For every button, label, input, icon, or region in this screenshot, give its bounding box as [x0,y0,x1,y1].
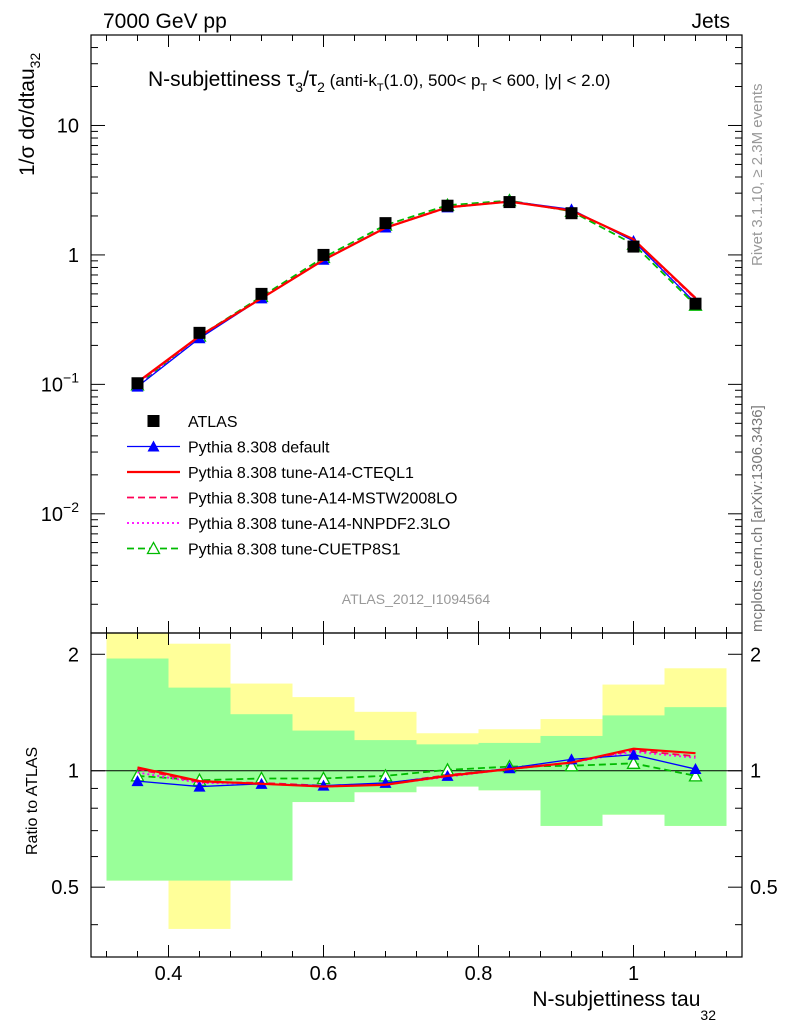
point-data [255,287,268,300]
y-tick-label-exponent: −2 [63,499,79,515]
legend-marker-data [147,415,160,427]
y-tick-label-main: 10 [57,115,79,137]
point-data [689,297,702,310]
y-axis-label-main: 1/σ dσ/dtau32 [16,53,43,176]
legend-label-default: Pythia 8.308 default [188,440,330,457]
title-sub-t2: T [481,82,488,94]
legend-label-data: ATLAS [188,414,238,431]
analysis-id-watermark: ATLAS_2012_I1094564 [342,591,491,607]
x-axis-label: N-subjettiness tau32 [532,988,716,1023]
y-tick-label-ratio: 1 [68,761,79,783]
ratio-point-cuetp8s1 [688,768,703,782]
legend-label-cuetp8s1: Pythia 8.308 tune-CUETP8S1 [188,542,401,559]
x-axis-label-text: N-subjettiness tau [532,988,700,1011]
main-series-layer [130,193,703,392]
title-prefix: N-subjettiness τ [148,68,296,91]
y-tick-label-base: 10 [41,374,63,396]
x-tick-label: 0.6 [310,963,338,985]
y-tick-label-main: 10−1 [41,369,79,396]
point-data [627,240,640,253]
y-axis-label-main-sub: 32 [27,53,43,69]
y-tick-label-ratio-right: 2 [750,644,761,666]
point-data [565,207,578,220]
point-data [193,326,206,339]
legend-label-mstw: Pythia 8.308 tune-A14-MSTW2008LO [188,491,457,508]
ratio-line-cuetp8s1 [137,762,696,782]
rivet-version-label: Rivet 3.1.10, ≥ 2.3M events [749,84,766,267]
uncertainty-band-inner [540,735,603,826]
ratio-point-default [131,775,144,787]
ratio-point-default [193,780,206,792]
title-sub-t: T [377,82,384,94]
series-line-cteql1 [136,200,697,384]
legend-marker-cuetp8s1 [146,541,161,555]
x-tick-label: 0.8 [465,963,493,985]
y-tick-label-main: 10−2 [41,499,79,526]
legend-label-cteql1: Pythia 8.308 tune-A14-CTEQL1 [188,465,414,482]
title-cond-a: (anti-k [325,71,377,90]
x-tick-label: 1 [628,963,639,985]
uncertainty-band-inner [230,714,293,881]
y-tick-label-base: 10 [57,115,79,137]
y-tick-label-ratio: 2 [68,644,79,666]
y-tick-label-ratio-right: 1 [750,761,761,783]
ratio-point-default [317,779,330,791]
ratio-point-cuetp8s1 [626,755,641,769]
title-slash: /τ [303,68,318,91]
point-data [131,377,144,390]
point-data [503,196,516,209]
y-tick-label-ratio-right: 0.5 [750,877,778,899]
y-tick-label-base: 10 [41,504,63,526]
point-data [441,199,454,212]
y-tick-label-main: 1 [68,245,79,267]
legend-label-nnpdf: Pythia 8.308 tune-A14-NNPDF2.3LO [188,516,450,533]
uncertainty-band-inner [292,730,355,803]
legend-marker-default [147,440,160,452]
point-data [379,217,392,230]
main-title: N-subjettiness τ3/τ2 (anti-kT(1.0), 500<… [148,68,610,95]
title-cond-c: < 600, |y| < 2.0) [487,71,610,90]
header-energy: 7000 GeV pp [103,10,227,33]
title-cond-b: (1.0), 500< p [384,71,481,90]
mcplots-label: mcplots.cern.ch [arXiv:1306.3436] [749,405,766,632]
y-tick-label-exponent: −1 [63,369,79,385]
header-category: Jets [691,10,730,33]
y-tick-label-base: 1 [68,245,79,267]
x-tick-label: 0.4 [155,963,183,985]
ratio-point-cuetp8s1 [564,758,579,772]
ratio-axis-ticks: 0.4 0.6 0.8 1 0.5 0.5 1 1 2 2 [51,633,778,985]
point-data [317,248,330,261]
ratio-point-default [689,763,702,775]
ratio-line-cteql1 [137,747,696,788]
x-axis-label-sub: 32 [700,1007,716,1023]
y-tick-label-ratio: 0.5 [51,877,79,899]
title-sub-3: 3 [295,79,303,95]
title-sub-2: 2 [317,79,325,95]
y-axis-label-ratio: Ratio to ATLAS [24,747,41,855]
ratio-series-layer [130,747,703,792]
ratio-point-default [627,748,640,760]
legend: ATLAS Pythia 8.308 default Pythia 8.308 tu… [127,414,457,559]
y-axis-label-main-text: 1/σ dσ/dtau [16,68,39,176]
